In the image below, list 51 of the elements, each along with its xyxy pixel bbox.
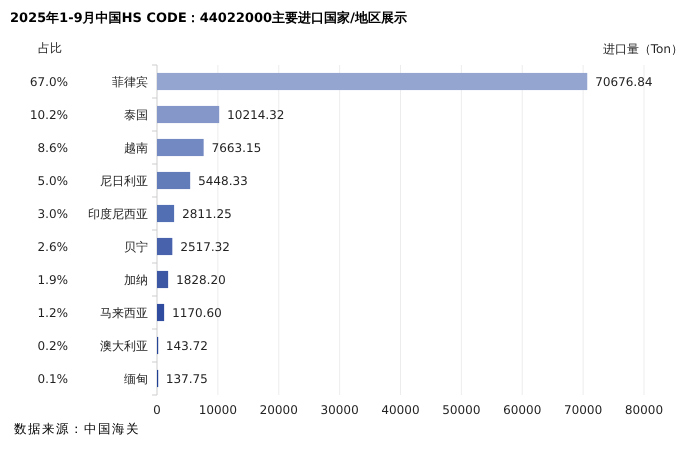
x-tick-label: 30000 (320, 403, 359, 417)
y-tick-label: 贝宁 (124, 240, 148, 254)
x-tick-label: 10000 (198, 403, 237, 417)
bar (157, 172, 190, 190)
data-label: 143.72 (166, 339, 208, 353)
y-tick-label: 马来西亚 (100, 306, 148, 320)
x-tick-label: 80000 (624, 403, 664, 417)
x-axis-title: 进口量（Ton） (602, 42, 683, 56)
text: 0.1% (38, 372, 68, 386)
y-tick-label: 缅甸 (124, 372, 148, 386)
text: 5.0% (38, 174, 68, 188)
y-tick-label: 印度尼西亚 (88, 207, 148, 221)
bar (157, 304, 164, 322)
text: 3.0% (38, 207, 68, 221)
text: 0.2% (38, 339, 68, 353)
data-label: 1828.20 (176, 273, 226, 287)
text: 67.0% (30, 75, 68, 89)
y-tick-label: 尼日利亚 (100, 174, 148, 188)
bar (157, 138, 204, 156)
text: 1.9% (38, 273, 68, 287)
data-label: 2517.32 (180, 240, 230, 254)
data-label: 70676.84 (595, 75, 653, 89)
text: 1.2% (38, 306, 68, 320)
data-label: 10214.32 (227, 108, 284, 122)
bar (157, 238, 172, 256)
x-tick-label: 40000 (381, 403, 420, 417)
y-tick-label: 菲律宾 (112, 75, 148, 89)
x-tick-label: 70000 (564, 403, 602, 417)
bar (157, 106, 220, 124)
y-tick-label: 澳大利亚 (100, 339, 148, 353)
data-label: 7663.15 (212, 141, 262, 155)
x-tick-label: 50000 (442, 403, 480, 417)
text: 2.6% (38, 240, 68, 254)
text: 占比 (38, 41, 62, 55)
y-tick-label: 加纳 (124, 273, 148, 287)
y-tick-label: 越南 (124, 141, 148, 155)
data-label: 1170.60 (172, 306, 222, 320)
chart-title: 2025年1-9月中国HS CODE：44022000主要进口国家/地区展示 (10, 10, 407, 26)
x-tick-label: 20000 (260, 403, 298, 417)
bar (157, 204, 174, 222)
text: 8.6% (38, 141, 68, 155)
y-tick-label: 泰国 (124, 108, 148, 122)
bar (157, 72, 588, 90)
x-tick-label: 0 (153, 403, 161, 417)
x-tick-label: 60000 (503, 403, 542, 417)
bar (157, 270, 168, 288)
text: 10.2% (30, 108, 68, 122)
data-label: 5448.33 (198, 174, 248, 188)
data-label: 137.75 (166, 372, 208, 386)
data-label: 2811.25 (182, 207, 232, 221)
source-note: 数据来源：中国海关 (14, 421, 140, 436)
